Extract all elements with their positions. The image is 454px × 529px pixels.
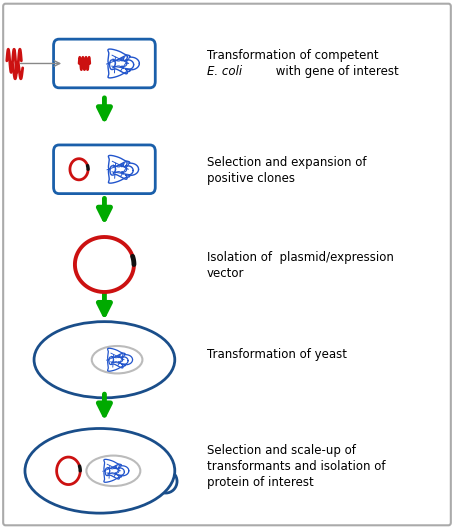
Text: Selection and expansion of: Selection and expansion of bbox=[207, 156, 366, 169]
Text: positive clones: positive clones bbox=[207, 172, 295, 185]
Text: Selection and scale-up of: Selection and scale-up of bbox=[207, 444, 355, 457]
Ellipse shape bbox=[25, 428, 175, 513]
FancyBboxPatch shape bbox=[54, 145, 155, 194]
FancyBboxPatch shape bbox=[3, 4, 451, 525]
Text: Transformation of yeast: Transformation of yeast bbox=[207, 348, 346, 361]
Text: with gene of interest: with gene of interest bbox=[272, 65, 399, 78]
Text: transformants and isolation of: transformants and isolation of bbox=[207, 460, 385, 473]
Ellipse shape bbox=[86, 455, 140, 486]
Text: Transformation of competent: Transformation of competent bbox=[207, 49, 378, 62]
Text: protein of interest: protein of interest bbox=[207, 476, 313, 489]
Text: vector: vector bbox=[207, 267, 244, 280]
Text: E. coli: E. coli bbox=[207, 65, 242, 78]
Ellipse shape bbox=[34, 322, 175, 398]
Ellipse shape bbox=[154, 470, 177, 493]
Ellipse shape bbox=[92, 346, 143, 373]
FancyBboxPatch shape bbox=[54, 39, 155, 88]
Text: Isolation of  plasmid/expression: Isolation of plasmid/expression bbox=[207, 251, 394, 264]
